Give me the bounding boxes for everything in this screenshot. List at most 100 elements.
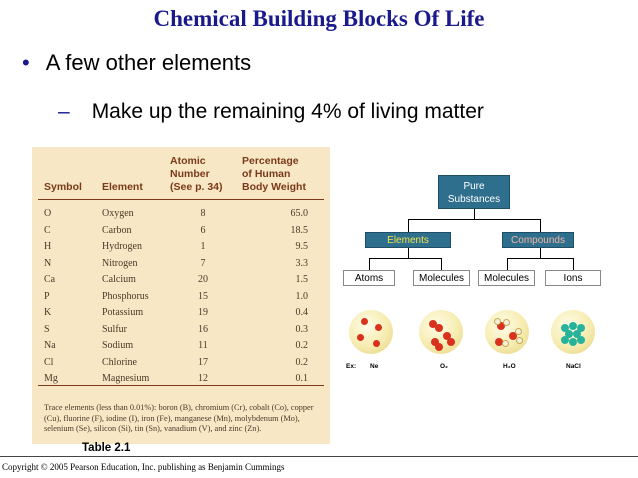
cell-symbol: Na: [44, 340, 56, 351]
ion-teal: [561, 336, 569, 344]
copyright-footer: Copyright © 2005 Pearson Education, Inc.…: [2, 462, 285, 472]
cell-percentage: 1.5: [295, 274, 309, 285]
example-nacl: NaCl: [566, 363, 581, 370]
atom-red: [431, 338, 439, 346]
cell-element: Sulfur: [102, 323, 127, 335]
header-atomic-line: Atomic: [170, 155, 206, 167]
connector: [507, 258, 574, 259]
table-row: O Oxygen 8 65.0: [32, 207, 330, 223]
atom-red: [495, 338, 503, 346]
cell-atomic-number: 11: [198, 340, 208, 351]
oxygen-molecules-illustration: [419, 310, 463, 354]
header-percentage-line: Body Weight: [242, 181, 306, 193]
atom-red: [429, 320, 437, 328]
connector: [540, 219, 541, 232]
sub-bullet-text: Make up the remaining 4% of living matte…: [91, 100, 484, 123]
cell-percentage: 65.0: [290, 208, 309, 219]
table-caption: Table 2.1: [82, 442, 131, 454]
table-bottom-rule: [38, 385, 324, 386]
cell-atomic-number: 8: [200, 208, 206, 219]
cell-element: Potassium: [102, 307, 144, 318]
ion-teal: [577, 324, 585, 332]
table-row: Cl Chlorine 17 0.2: [32, 356, 330, 372]
cell-atomic-number: 20: [198, 274, 208, 285]
cell-symbol: C: [44, 224, 51, 236]
cell-symbol: Ca: [44, 274, 56, 285]
ion-teal: [561, 324, 569, 332]
cell-symbol: S: [44, 323, 50, 335]
connector: [369, 258, 370, 270]
atom-red: [509, 332, 517, 340]
connector: [540, 248, 541, 258]
cell-element: Chlorine: [102, 356, 137, 368]
table-row: Ca Calcium 20 1.5: [32, 273, 330, 289]
connector: [408, 248, 409, 258]
example-neon: Ne: [370, 363, 379, 370]
example-water: H₂O: [503, 363, 516, 370]
atom-white: [515, 328, 522, 335]
atom-white: [494, 318, 501, 325]
cell-symbol: N: [44, 257, 52, 269]
atom-red: [435, 324, 443, 332]
table-row: S Sulfur 16 0.3: [32, 323, 330, 339]
atom-red: [361, 318, 368, 325]
cell-symbol: Mg: [44, 373, 58, 384]
ions-illustration: [551, 310, 595, 354]
cell-percentage: 3.3: [295, 257, 309, 269]
connector: [408, 219, 409, 232]
cell-symbol: Cl: [44, 356, 54, 368]
header-atomic-number: Atomic Number (See p. 34): [170, 155, 223, 194]
atom-white: [502, 340, 509, 347]
atoms-box: Atoms: [343, 270, 395, 286]
atom-red: [375, 324, 382, 331]
elements-table: Symbol Element Atomic Number (See p. 34)…: [32, 147, 330, 444]
slide-title: Chemical Building Blocks Of Life: [153, 6, 485, 31]
footer-rule: [0, 456, 638, 457]
header-symbol: Symbol: [44, 181, 82, 193]
ions-box: Ions: [545, 270, 601, 286]
connector: [369, 258, 441, 259]
cell-atomic-number: 19: [198, 307, 208, 318]
cell-symbol: H: [44, 241, 52, 252]
atom-red: [443, 332, 451, 340]
substances-label: Substances: [447, 194, 501, 205]
cell-atomic-number: 1: [200, 241, 206, 252]
cell-atomic-number: 16: [198, 323, 208, 335]
example-prefix: Ex:: [346, 363, 357, 370]
cell-atomic-number: 6: [200, 224, 206, 236]
atom-red: [357, 334, 364, 341]
bullet-level-2: – Make up the remaining 4% of living matt…: [58, 100, 484, 124]
cell-percentage: 0.2: [295, 356, 309, 368]
atom-red: [447, 338, 455, 346]
atom-red: [435, 343, 443, 351]
header-atomic-line: (See p. 34): [170, 181, 223, 193]
header-element: Element: [102, 181, 143, 193]
molecules-elements-box: Molecules: [413, 270, 470, 286]
cell-element: Sodium: [102, 340, 134, 351]
table-row: H Hydrogen 1 9.5: [32, 240, 330, 256]
connector: [474, 209, 475, 219]
compounds-box: Compounds: [502, 232, 574, 248]
connector: [573, 258, 574, 270]
ion-teal: [573, 330, 581, 338]
cell-percentage: 9.5: [295, 241, 309, 252]
header-percentage-line: of Human: [242, 168, 291, 180]
cell-element: Magnesium: [102, 373, 150, 384]
table-row: Na Sodium 11 0.2: [32, 339, 330, 355]
atom-red: [373, 340, 380, 347]
atom-red: [497, 322, 505, 330]
connector: [441, 258, 442, 270]
cell-atomic-number: 15: [198, 290, 208, 302]
cell-element: Phosphorus: [102, 290, 149, 302]
table-row: C Carbon 6 18.5: [32, 224, 330, 240]
atom-white: [503, 319, 510, 326]
cell-element: Oxygen: [102, 208, 134, 219]
connector: [408, 219, 541, 220]
bullet-marker: •: [22, 50, 30, 75]
molecules-compounds-box: Molecules: [478, 270, 535, 286]
ion-teal: [569, 322, 577, 330]
table-row: P Phosphorus 15 1.0: [32, 290, 330, 306]
cell-element: Nitrogen: [102, 257, 138, 269]
elements-box: Elements: [365, 232, 451, 248]
trace-elements-note: Trace elements (less than 0.01%): boron …: [44, 403, 314, 433]
